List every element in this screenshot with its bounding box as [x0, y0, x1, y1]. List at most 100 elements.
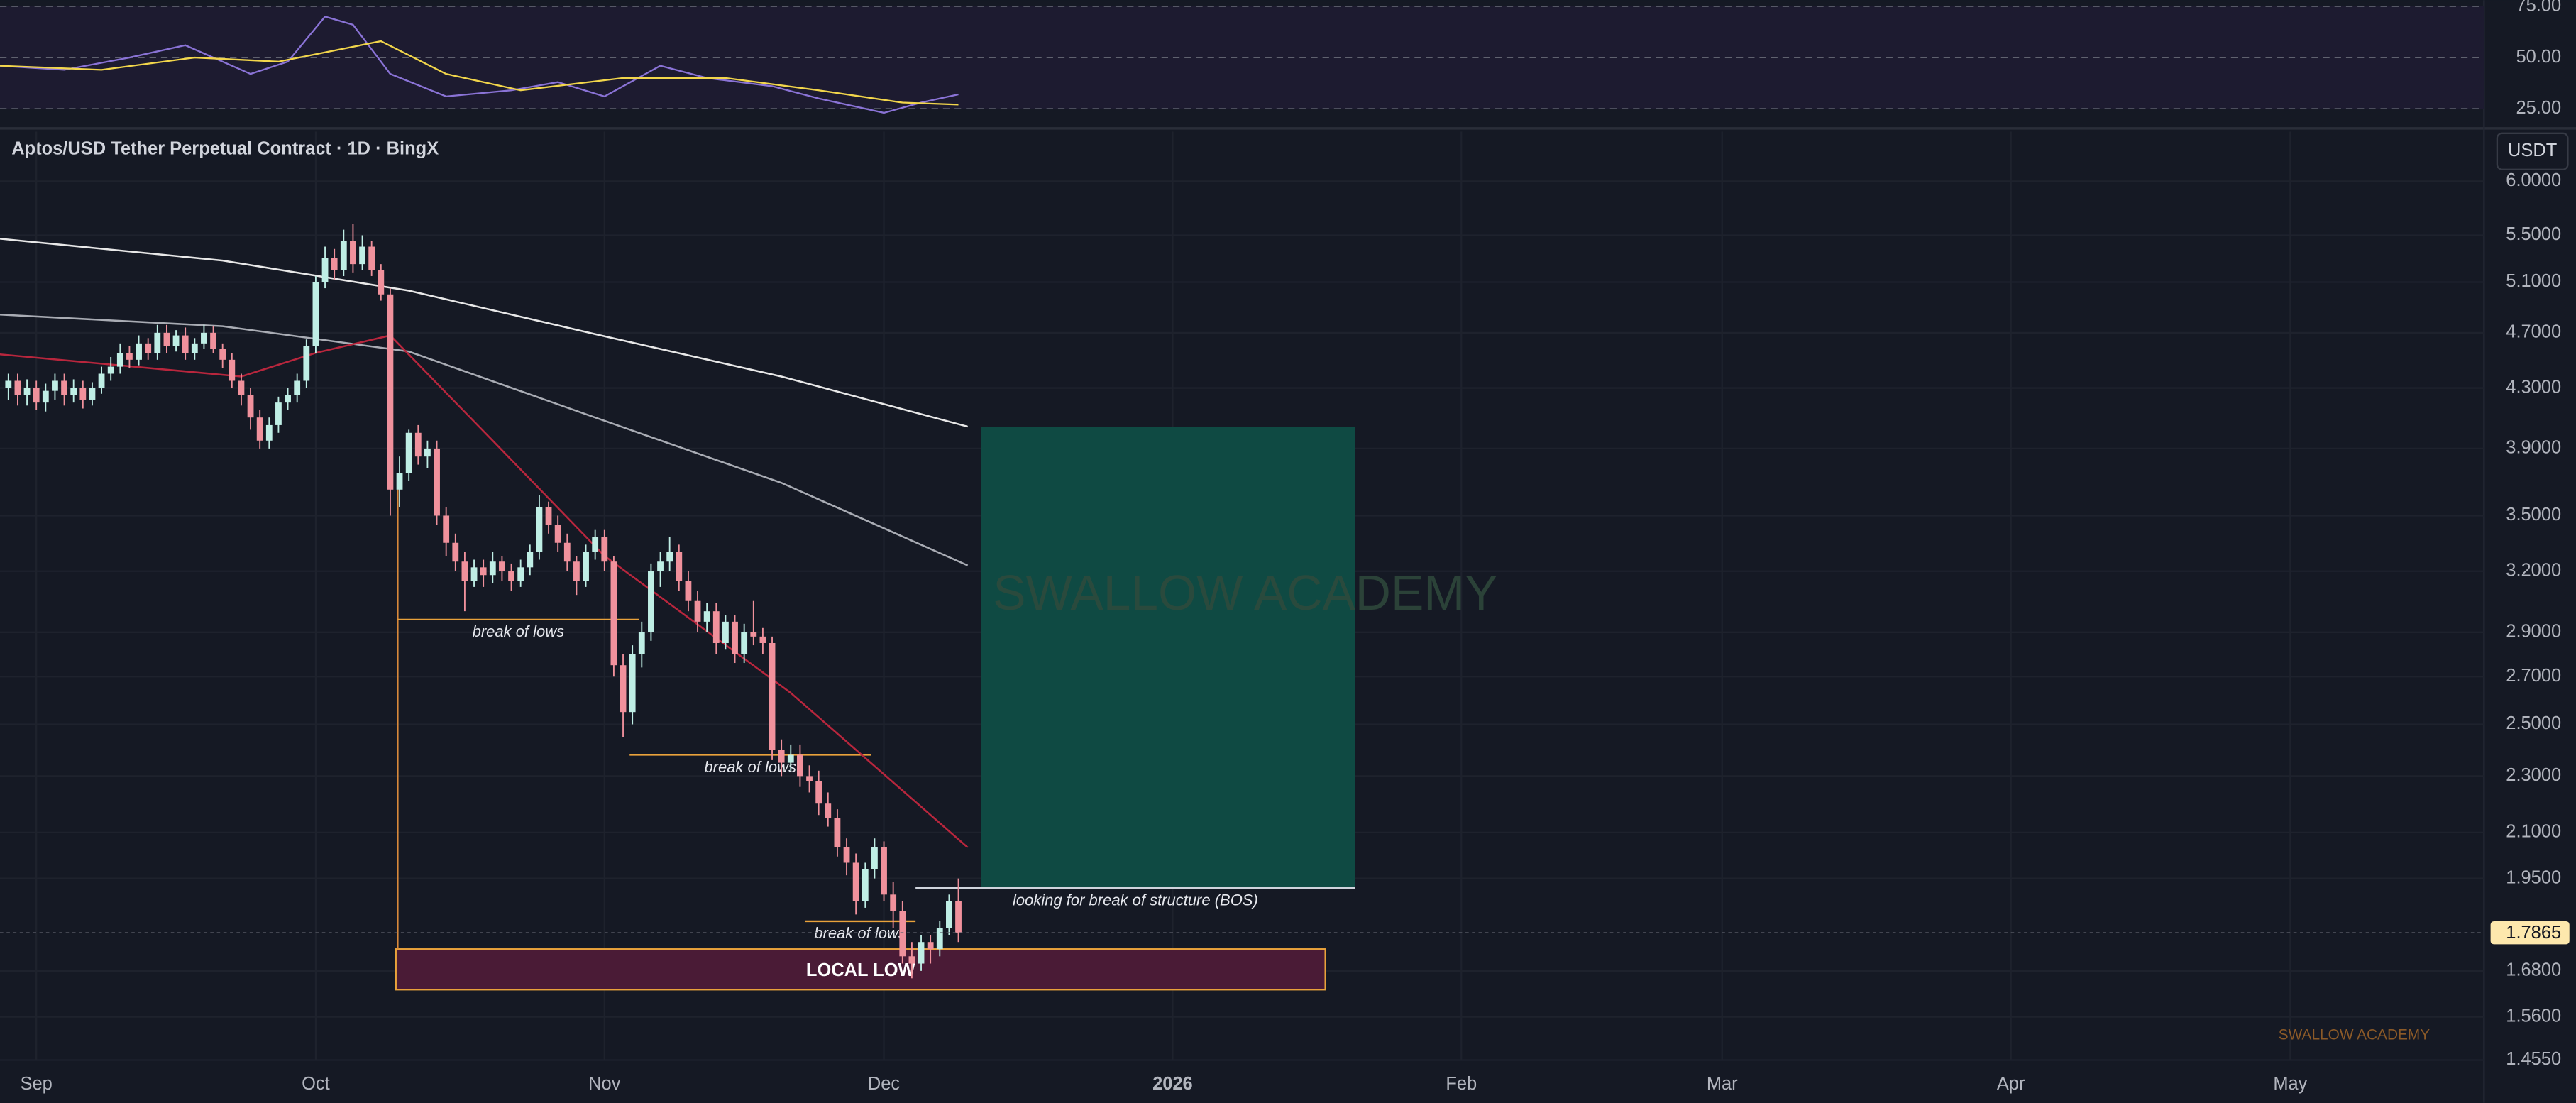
last-price-box — [2490, 921, 2570, 945]
y-tick-label: 3.9000 — [2506, 438, 2561, 458]
candle-body — [359, 246, 365, 265]
level-label: break of lows — [473, 622, 565, 640]
level-label: looking for break of structure (BOS) — [1013, 891, 1258, 909]
candle-body — [852, 862, 859, 901]
currency-box[interactable] — [2496, 132, 2569, 170]
candle-body — [275, 402, 282, 425]
candle-body — [470, 567, 478, 581]
candle-body — [946, 901, 952, 928]
candle-body — [508, 571, 514, 581]
y-tick-label: 6.0000 — [2506, 170, 2561, 190]
candle-body — [340, 241, 347, 270]
candle-body — [750, 632, 757, 637]
candle-body — [98, 373, 105, 388]
candle-body — [321, 258, 329, 282]
y-tick-label: 2.5000 — [2506, 713, 2561, 733]
candle-body — [676, 552, 683, 581]
y-tick-label: 5.1000 — [2506, 271, 2561, 291]
candle-body — [5, 380, 12, 388]
x-tick-label: Sep — [21, 1074, 53, 1094]
candle-body — [107, 366, 114, 374]
y-tick-label: 4.7000 — [2506, 322, 2561, 342]
rsi-tick-label: 50.00 — [2516, 47, 2561, 67]
candle-body — [712, 611, 720, 643]
x-tick-label: 2026 — [1152, 1074, 1193, 1094]
candle-body — [61, 380, 67, 395]
candle-body — [70, 388, 77, 395]
candle-body — [247, 395, 254, 418]
candle-body — [303, 346, 310, 381]
x-tick-label: May — [2273, 1074, 2307, 1094]
y-tick-label: 4.3000 — [2506, 377, 2561, 397]
candle-body — [936, 928, 943, 950]
rsi-tick-label: 75.00 — [2516, 0, 2561, 16]
y-tick-label: 1.6800 — [2506, 960, 2561, 980]
candle-body — [489, 561, 496, 576]
candle-body — [312, 282, 319, 346]
candle-body — [14, 380, 21, 395]
candle-body — [136, 343, 142, 360]
candle-body — [52, 380, 58, 391]
candle-body — [116, 353, 123, 367]
candle-body — [629, 654, 636, 713]
y-tick-label: 5.5000 — [2506, 224, 2561, 244]
candle-body — [620, 665, 627, 713]
rsi-tick-label: 25.00 — [2516, 98, 2561, 118]
moving-average — [0, 238, 968, 428]
candle-body — [741, 632, 748, 654]
y-tick-label: 2.9000 — [2506, 622, 2561, 642]
level-label: break of lows — [814, 924, 906, 942]
candle-body — [881, 847, 887, 895]
candle-body — [908, 956, 915, 964]
candle-body — [23, 388, 31, 395]
watermark-small: SWALLOW ACADEMY — [2279, 1026, 2430, 1043]
candle-body — [79, 388, 87, 400]
candle-body — [573, 561, 580, 581]
watermark: SWALLOW ACADEMY — [993, 565, 1497, 620]
candle-body — [424, 448, 431, 457]
candle-body — [722, 621, 729, 643]
candle-body — [657, 561, 664, 571]
candle-body — [563, 542, 571, 562]
candle-body — [331, 258, 338, 270]
rsi-line — [0, 40, 959, 106]
candle-body — [601, 537, 608, 562]
last-price-label: 1.7865 — [2506, 923, 2561, 943]
candle-body — [806, 776, 813, 781]
candle-body — [545, 507, 552, 525]
candle-body — [759, 636, 766, 643]
y-tick-label: 1.4550 — [2506, 1049, 2561, 1069]
candle-body — [256, 417, 263, 441]
candle-body — [42, 390, 49, 403]
candle-body — [787, 754, 794, 763]
candle-body — [554, 525, 561, 543]
candle-body — [862, 869, 869, 901]
candle-body — [583, 552, 589, 581]
candle-body — [350, 241, 356, 265]
candle-body — [452, 542, 459, 562]
x-tick-label: Feb — [1446, 1074, 1477, 1094]
candle-body — [732, 621, 738, 654]
candle-body — [815, 781, 822, 804]
candle-body — [461, 561, 468, 581]
x-tick-label: Dec — [868, 1074, 901, 1094]
candle-body — [797, 754, 803, 777]
y-tick-label: 2.7000 — [2506, 666, 2561, 686]
candle-body — [955, 901, 962, 933]
chart-title: Aptos/USD Tether Perpetual Contract · 1D… — [11, 139, 439, 159]
candle-body — [396, 473, 403, 490]
candle-body — [899, 911, 906, 957]
candle-body — [517, 567, 524, 581]
candle-body — [33, 388, 40, 403]
candle-body — [182, 335, 189, 353]
candle-body — [163, 332, 170, 346]
candle-body — [769, 642, 776, 750]
candle-body — [918, 942, 925, 964]
candle-body — [405, 432, 412, 473]
candle-body — [871, 847, 878, 869]
candle-body — [368, 246, 375, 270]
candle-body — [536, 507, 543, 552]
y-tick-label: 2.3000 — [2506, 765, 2561, 785]
candle-body — [219, 349, 226, 360]
